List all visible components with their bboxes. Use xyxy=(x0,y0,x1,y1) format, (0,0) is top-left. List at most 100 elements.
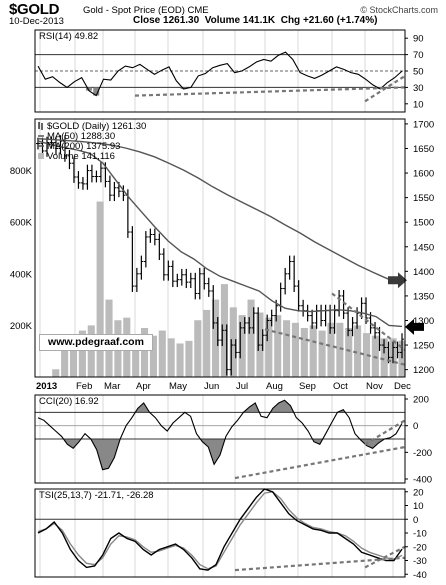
volume-bar xyxy=(176,343,184,377)
price-ytick-label: 1700 xyxy=(413,119,434,130)
rsi-trend-line-1 xyxy=(364,74,406,103)
close-label: Close xyxy=(133,15,161,26)
x-tick-label: Dec xyxy=(394,381,411,392)
volume-bar xyxy=(96,201,104,377)
legend-label: Volume 141,116 xyxy=(47,151,115,162)
price-ytick-label: 1650 xyxy=(413,144,434,155)
x-tick-label: Feb xyxy=(76,381,92,392)
tsi-ytick-label: 0 xyxy=(413,515,418,526)
volume-tick-label: 800K xyxy=(10,166,33,177)
rsi-oversold-fill xyxy=(93,87,100,96)
volume-tick-label: 600K xyxy=(10,218,33,229)
legend-entry: MA(50) 1288.30 xyxy=(38,131,115,142)
price-ytick-label: 1300 xyxy=(413,316,434,327)
price-trend-line-0 xyxy=(264,328,406,366)
x-tick-label: Jun xyxy=(204,381,219,392)
legend-swatch xyxy=(38,153,44,159)
price-ytick-label: 1600 xyxy=(413,169,434,180)
chg-label: Chg xyxy=(280,15,301,26)
legend-label: MA(50) 1288.30 xyxy=(47,131,115,142)
volume-bar xyxy=(336,322,344,377)
price-ytick-label: 1550 xyxy=(413,193,434,204)
volume-bar xyxy=(220,284,228,377)
cci-ytick-label: -400 xyxy=(413,475,432,486)
price-ytick-label: 1200 xyxy=(413,365,434,376)
legend-label: MA(200) 1375.93 xyxy=(47,141,120,152)
volume-bar xyxy=(132,340,140,377)
cci-ytick-label: 0 xyxy=(413,421,418,432)
volume-bar xyxy=(380,338,388,377)
x-tick-label: Sep xyxy=(299,381,316,392)
volume-bar xyxy=(203,309,211,377)
price-ytick-label: 1250 xyxy=(413,341,434,352)
price-ytick-label: 1400 xyxy=(413,267,434,278)
volume-bar xyxy=(194,320,202,377)
volume-bar xyxy=(354,325,362,377)
tsi-line xyxy=(37,488,403,571)
x-tick-label: Apr xyxy=(136,381,151,392)
volume-label: Volume xyxy=(204,15,241,26)
rsi-trend-line-0 xyxy=(134,86,406,97)
price-ytick-label: 1350 xyxy=(413,291,434,302)
close-value: 1261.30 xyxy=(163,15,200,26)
volume-bar xyxy=(238,315,246,377)
price-ytick-label: 1450 xyxy=(413,242,434,253)
cci-line xyxy=(37,399,403,471)
x-tick-label: 2013 xyxy=(36,381,57,392)
cci-trend-line-0 xyxy=(234,445,406,480)
tsi-ytick-label: -20 xyxy=(413,542,427,553)
volume-bar xyxy=(140,327,149,377)
volume-bar xyxy=(283,320,291,377)
volume-bar xyxy=(229,307,237,377)
x-tick-label: May xyxy=(169,381,187,392)
volume-bar xyxy=(345,327,353,377)
rsi-ytick-label: 90 xyxy=(413,34,424,45)
volume-bar xyxy=(52,369,60,377)
rsi-title: RSI(14) 49.82 xyxy=(39,31,98,42)
arrow-right-icon xyxy=(388,272,407,289)
ma50-line xyxy=(37,140,403,328)
cci-panel-frame xyxy=(34,394,406,484)
rsi-ytick-label: 70 xyxy=(413,50,424,61)
volume-bar xyxy=(247,299,255,377)
volume-bar xyxy=(398,340,406,377)
volume-bar xyxy=(318,330,326,377)
volume-bar xyxy=(69,338,78,377)
tsi-trend-line-0 xyxy=(234,556,406,572)
rsi-ytick-label: 50 xyxy=(413,67,424,78)
volume-bar xyxy=(158,330,166,377)
legend-entry: MA(200) 1375.93 xyxy=(38,141,120,152)
ma200-line xyxy=(37,138,403,284)
volume-bar xyxy=(274,315,282,377)
x-tick-label: Nov xyxy=(366,381,383,392)
cci-trend-line-1 xyxy=(364,419,406,446)
volume-bar xyxy=(185,340,193,377)
rsi-ytick-label: 30 xyxy=(413,83,424,94)
quote-line: Close 1261.30 Volume 141.1K Chg +21.60 (… xyxy=(133,15,377,26)
volume-bar xyxy=(167,338,175,377)
rsi-line xyxy=(37,51,403,97)
arrow-left-icon xyxy=(405,318,424,335)
tsi-ytick-label: -30 xyxy=(413,556,427,567)
volume-bar xyxy=(61,346,69,377)
cci-title: CCI(20) 16.92 xyxy=(39,396,99,407)
x-tick-label: Mar xyxy=(104,381,120,392)
cci-ytick-label: -200 xyxy=(413,448,432,459)
volume-bar xyxy=(212,299,220,377)
quote-date: 10-Dec-2013 xyxy=(9,16,64,27)
volume-value: 141.1K xyxy=(242,15,276,26)
watermark-label: www.pdegraaf.com xyxy=(39,334,153,351)
cci-extreme-fill xyxy=(38,400,402,470)
rsi-ytick-label: 10 xyxy=(413,99,424,110)
legend-entry: $GOLD (Daily) 1261.30 xyxy=(38,121,146,132)
volume-bar xyxy=(362,333,371,377)
tsi-ytick-label: 20 xyxy=(413,487,424,498)
volume-bar xyxy=(327,322,335,377)
legend-label: $GOLD (Daily) 1261.30 xyxy=(47,121,146,132)
volume-bar xyxy=(78,330,86,377)
volume-bar xyxy=(265,317,273,377)
volume-bar xyxy=(300,327,308,377)
volume-bar xyxy=(87,325,95,377)
x-tick-label: Jul xyxy=(236,381,248,392)
